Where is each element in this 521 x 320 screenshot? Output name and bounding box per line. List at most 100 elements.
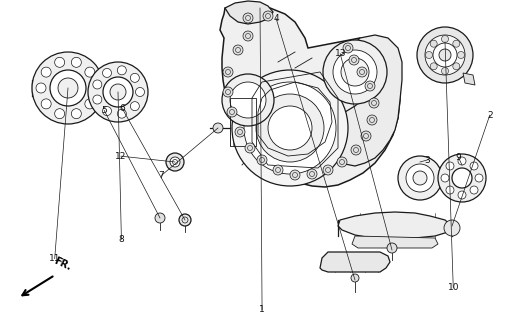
Circle shape: [88, 62, 148, 122]
Circle shape: [245, 143, 255, 153]
Text: 6: 6: [119, 104, 126, 113]
Circle shape: [441, 68, 449, 75]
Polygon shape: [338, 212, 452, 239]
Circle shape: [243, 31, 253, 41]
Circle shape: [85, 67, 95, 77]
Text: 11: 11: [49, 254, 60, 263]
Text: 5: 5: [101, 106, 107, 115]
Circle shape: [425, 35, 465, 75]
Circle shape: [470, 162, 478, 170]
Circle shape: [367, 115, 377, 125]
Polygon shape: [352, 236, 438, 248]
Circle shape: [243, 13, 253, 23]
Circle shape: [230, 82, 266, 118]
Circle shape: [273, 165, 283, 175]
Circle shape: [232, 70, 348, 186]
Circle shape: [433, 43, 457, 67]
Circle shape: [90, 83, 100, 93]
Text: 8: 8: [118, 235, 125, 244]
Circle shape: [71, 109, 81, 119]
Circle shape: [50, 70, 86, 106]
Circle shape: [413, 171, 427, 185]
Circle shape: [307, 169, 317, 179]
Circle shape: [166, 153, 184, 171]
Circle shape: [470, 186, 478, 194]
Circle shape: [430, 40, 437, 47]
Circle shape: [351, 274, 359, 282]
Circle shape: [439, 49, 451, 61]
Text: 10: 10: [448, 284, 459, 292]
Circle shape: [233, 45, 243, 55]
Circle shape: [170, 157, 180, 167]
Circle shape: [41, 99, 51, 109]
Circle shape: [223, 87, 233, 97]
Circle shape: [155, 213, 165, 223]
Circle shape: [457, 52, 465, 59]
Circle shape: [406, 164, 434, 192]
Polygon shape: [220, 5, 400, 187]
Circle shape: [341, 58, 369, 86]
Text: 1: 1: [259, 305, 265, 314]
Circle shape: [369, 98, 379, 108]
Text: FR.: FR.: [52, 255, 72, 272]
Circle shape: [387, 243, 397, 253]
Text: 13: 13: [334, 49, 346, 58]
Circle shape: [93, 80, 102, 89]
Text: 7: 7: [158, 171, 165, 180]
Circle shape: [117, 66, 126, 75]
Circle shape: [130, 73, 139, 82]
Circle shape: [222, 74, 274, 126]
Circle shape: [365, 81, 375, 91]
Circle shape: [323, 165, 333, 175]
Circle shape: [71, 57, 81, 67]
Circle shape: [263, 11, 273, 21]
Polygon shape: [463, 73, 475, 85]
Circle shape: [32, 52, 104, 124]
Circle shape: [244, 82, 336, 174]
Circle shape: [426, 52, 432, 59]
Circle shape: [103, 107, 111, 116]
Circle shape: [135, 87, 144, 97]
Circle shape: [41, 67, 51, 77]
Circle shape: [36, 83, 46, 93]
Circle shape: [117, 109, 126, 118]
Circle shape: [103, 77, 133, 107]
Circle shape: [235, 127, 245, 137]
Text: 2: 2: [487, 111, 492, 120]
Circle shape: [438, 154, 486, 202]
Circle shape: [361, 131, 371, 141]
Circle shape: [337, 157, 347, 167]
Text: 9: 9: [455, 153, 462, 162]
Circle shape: [417, 27, 473, 83]
Circle shape: [441, 174, 449, 182]
Circle shape: [351, 145, 361, 155]
Circle shape: [475, 174, 483, 182]
Text: 3: 3: [424, 156, 430, 164]
Circle shape: [85, 99, 95, 109]
Circle shape: [357, 67, 367, 77]
Circle shape: [441, 36, 449, 43]
Circle shape: [452, 168, 472, 188]
Circle shape: [257, 155, 267, 165]
Circle shape: [446, 162, 454, 170]
Text: 4: 4: [274, 14, 279, 23]
Circle shape: [55, 109, 65, 119]
Circle shape: [256, 94, 324, 162]
Polygon shape: [330, 35, 402, 166]
Circle shape: [444, 220, 460, 236]
Circle shape: [323, 40, 387, 104]
Circle shape: [130, 102, 139, 111]
Circle shape: [349, 55, 359, 65]
Circle shape: [446, 186, 454, 194]
Circle shape: [213, 123, 223, 133]
Circle shape: [268, 106, 312, 150]
Circle shape: [343, 43, 353, 53]
Circle shape: [93, 95, 102, 104]
Circle shape: [223, 67, 233, 77]
Circle shape: [453, 63, 460, 70]
Circle shape: [55, 57, 65, 67]
Circle shape: [453, 40, 460, 47]
Circle shape: [227, 107, 237, 117]
Text: 12: 12: [115, 152, 127, 161]
Circle shape: [458, 191, 466, 199]
